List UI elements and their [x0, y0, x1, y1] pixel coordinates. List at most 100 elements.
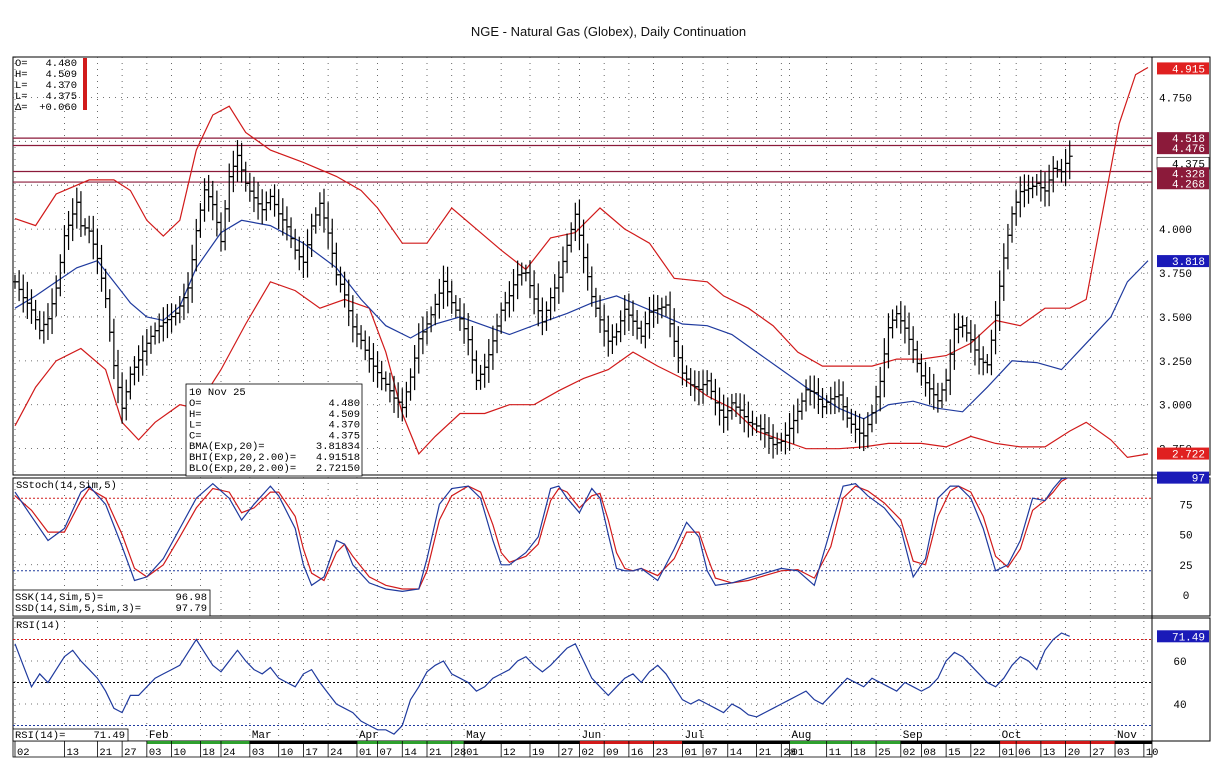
rsi-readout-key: RSI(14)=	[15, 730, 65, 742]
price-label-text: 2.722	[1172, 450, 1205, 462]
price-bar	[300, 241, 307, 279]
price-label-text: 4.476	[1172, 144, 1205, 156]
price-bar	[366, 336, 373, 373]
grid	[13, 57, 1152, 741]
price-bar	[716, 387, 723, 426]
price-bar	[617, 310, 624, 343]
info-box-value: 4.509	[328, 409, 360, 421]
info-box-key: BMA(Exp,20)=	[189, 441, 265, 453]
rsi-right-label: 71.49	[1157, 630, 1209, 644]
price-bar	[984, 354, 991, 374]
price-bar	[910, 326, 917, 364]
day-label: 16	[631, 747, 644, 759]
rsi-readout-frame	[12, 728, 129, 742]
price-bar	[868, 404, 875, 433]
price-bar	[963, 317, 970, 342]
price-bar	[411, 344, 418, 391]
price-bar	[535, 283, 542, 327]
price-frame	[12, 56, 1211, 476]
price-bar	[432, 293, 439, 326]
readout-value: 4.370	[45, 80, 77, 92]
price-tick-label: 3.250	[1159, 357, 1192, 369]
price-bar	[263, 191, 270, 221]
price-bar	[77, 191, 84, 237]
price-bar	[271, 184, 278, 217]
month-label: Aug	[792, 730, 812, 742]
price-label-text: 3.818	[1172, 257, 1205, 269]
price-bar	[988, 329, 995, 376]
day-label: 21	[759, 747, 772, 759]
price-bar	[638, 320, 645, 344]
day-label: 25	[878, 747, 891, 759]
price-bar	[353, 313, 360, 348]
price-bar	[234, 140, 241, 182]
day-label: 14	[730, 747, 743, 759]
right-price-label: 4.915	[1157, 62, 1209, 76]
price-bar	[370, 343, 377, 382]
month-label: Jul	[684, 730, 704, 742]
info-box-key: H=	[189, 409, 202, 421]
price-bar	[951, 313, 958, 370]
price-bar	[489, 325, 496, 370]
price-bar	[436, 278, 443, 319]
day-label: 20	[1068, 747, 1081, 759]
day-label: 01	[1002, 747, 1015, 759]
price-label-text: 71.49	[1172, 632, 1205, 644]
day-label: 22	[973, 747, 986, 759]
price-bar	[147, 325, 154, 354]
day-label: 14	[404, 747, 417, 759]
price-bar	[156, 313, 163, 344]
rsi-panel	[13, 632, 1152, 735]
price-bar	[1000, 243, 1007, 301]
price-bar	[267, 188, 274, 211]
price-bar	[584, 243, 591, 291]
price-bar	[662, 295, 669, 317]
price-bar	[840, 381, 847, 421]
day-label: 17	[305, 747, 318, 759]
price-bar	[28, 289, 35, 324]
price-bar	[44, 303, 51, 341]
price-tick-label: 3.750	[1159, 269, 1192, 281]
price-bar	[1037, 169, 1044, 202]
right-price-labels: 4.9154.5184.4764.3754.3284.2683.8182.722…	[1156, 62, 1210, 644]
day-label: 18	[853, 747, 866, 759]
price-bar	[790, 405, 797, 444]
day-label: 01	[359, 747, 372, 759]
rsi-title: RSI(14)	[16, 620, 60, 632]
price-bar	[502, 291, 509, 322]
price-bar	[419, 316, 426, 355]
price-bar	[205, 174, 212, 212]
month-band	[464, 741, 580, 744]
month-band	[900, 741, 1000, 744]
day-label: 06	[1018, 747, 1031, 759]
price-bar	[428, 306, 435, 333]
bollinger-middle-line	[14, 219, 1149, 420]
price-bar	[914, 340, 921, 373]
price-panel	[13, 66, 1152, 459]
price-bar	[943, 368, 950, 402]
price-bar	[976, 334, 983, 375]
price-bar	[959, 315, 966, 338]
price-bar	[452, 295, 459, 318]
price-bar	[720, 394, 727, 433]
price-bar	[646, 296, 653, 339]
price-bar	[82, 218, 89, 236]
price-bar	[61, 225, 68, 274]
price-bar	[494, 313, 501, 354]
stoch-readout-key: SSK(14,Sim,5)=	[15, 592, 103, 604]
ssd-line	[14, 478, 1069, 590]
price-bar	[671, 308, 678, 358]
day-label: 24	[330, 747, 343, 759]
price-bar	[312, 207, 319, 234]
price-bar	[774, 432, 781, 455]
price-bar	[226, 163, 233, 222]
price-bar	[40, 311, 47, 344]
month-band	[999, 741, 1116, 744]
price-bar	[110, 318, 117, 380]
price-bar	[24, 281, 31, 319]
month-label: Oct	[1002, 730, 1022, 742]
stoch-readout-frame	[12, 589, 211, 617]
month-label: Apr	[359, 730, 379, 742]
rsi-frame	[12, 617, 1211, 742]
readout-key: L=	[15, 91, 28, 103]
